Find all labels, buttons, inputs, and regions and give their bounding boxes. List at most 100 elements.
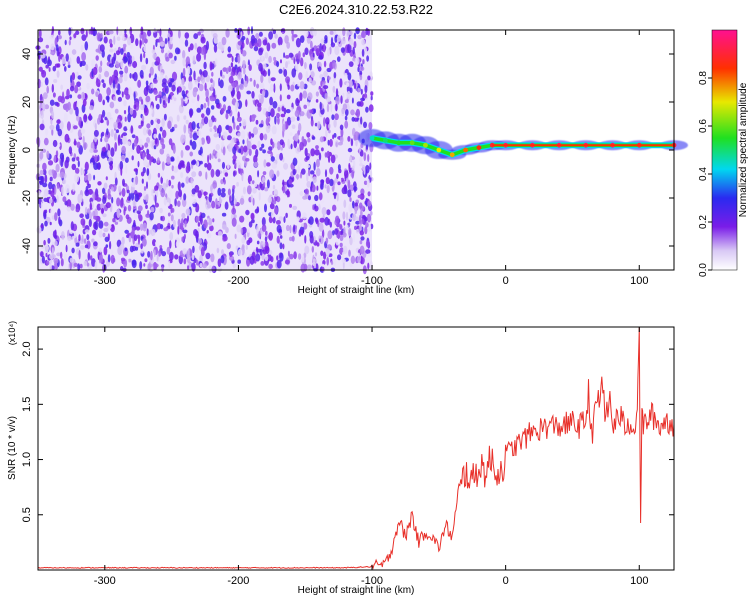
noise-speck	[217, 187, 222, 196]
noise-speck	[236, 116, 242, 123]
noise-speck	[323, 43, 326, 53]
noise-speck	[295, 174, 300, 179]
noise-speck	[196, 259, 199, 266]
noise-speck	[52, 65, 57, 72]
noise-speck	[43, 137, 49, 146]
noise-speck	[79, 62, 83, 67]
noise-speck	[106, 96, 110, 103]
noise-speck	[111, 186, 114, 192]
noise-speck	[160, 48, 165, 54]
noise-speck	[326, 185, 330, 194]
noise-speck	[105, 244, 109, 248]
noise-speck	[299, 156, 305, 161]
noise-speck	[355, 138, 358, 147]
noise-speck	[330, 260, 334, 265]
noise-speck	[181, 236, 184, 242]
noise-speck	[183, 193, 187, 201]
noise-speck	[195, 248, 198, 254]
noise-speck	[309, 63, 313, 71]
x-tick-label: -100	[361, 275, 383, 287]
noise-speck	[241, 226, 247, 234]
noise-speck	[279, 139, 284, 146]
noise-speck	[168, 189, 173, 199]
noise-speck	[92, 229, 97, 236]
noise-speck	[316, 242, 320, 247]
noise-speck	[299, 191, 304, 197]
noise-speck	[156, 251, 159, 262]
noise-speck	[118, 30, 123, 37]
noise-speck	[293, 251, 297, 260]
noise-speck	[108, 76, 113, 86]
colorbar-tick-label: 0.6	[698, 119, 709, 133]
noise-speck	[215, 198, 218, 206]
noise-speck	[220, 191, 226, 198]
signal-ridge	[358, 129, 688, 160]
noise-speck	[209, 225, 214, 232]
noise-speck	[45, 245, 50, 251]
noise-speck	[221, 161, 226, 170]
noise-speck	[229, 195, 232, 204]
noise-speck	[117, 83, 121, 92]
noise-speck	[282, 185, 286, 194]
noise-speck	[227, 163, 230, 170]
noise-speck	[168, 260, 171, 269]
noise-speck	[340, 177, 344, 182]
noise-speck	[353, 32, 357, 40]
noise-speck	[51, 128, 54, 136]
noise-speck	[276, 112, 280, 119]
noise-speck	[357, 87, 361, 93]
noise-speck	[262, 149, 266, 154]
noise-speck	[102, 232, 106, 238]
noise-speck	[197, 94, 200, 102]
noise-speck	[93, 174, 96, 181]
noise-speck	[119, 70, 124, 75]
noise-speck	[146, 228, 149, 236]
noise-speck	[278, 68, 283, 74]
noise-speck	[319, 43, 322, 53]
noise-speck	[124, 65, 129, 74]
noise-speck	[189, 132, 193, 139]
noise-speck	[123, 56, 129, 63]
noise-speck	[57, 128, 63, 137]
noise-speck	[130, 125, 134, 134]
noise-speck	[215, 169, 221, 177]
noise-speck	[155, 103, 160, 110]
noise-speck	[39, 169, 44, 176]
noise-speck	[160, 176, 163, 184]
noise-speck	[78, 234, 81, 242]
noise-speck	[191, 121, 196, 131]
noise-speck	[265, 162, 271, 167]
noise-speck	[150, 83, 154, 89]
noise-speck	[109, 163, 113, 171]
noise-speck	[306, 181, 312, 188]
noise-speck	[159, 245, 163, 249]
noise-speck	[255, 33, 260, 40]
noise-speck	[41, 102, 46, 112]
noise-speck	[161, 161, 165, 171]
noise-speck	[345, 224, 349, 231]
noise-speck	[291, 68, 297, 78]
noise-speck	[198, 170, 202, 177]
noise-speck	[85, 185, 89, 193]
noise-speck	[125, 141, 131, 146]
noise-speck	[275, 220, 281, 225]
noise-speck	[133, 168, 138, 172]
noise-speck	[257, 140, 261, 148]
noise-speck	[40, 201, 43, 210]
noise-speck	[279, 242, 283, 250]
noise-speck	[53, 79, 58, 83]
noise-speck	[185, 119, 189, 125]
noise-speck	[89, 202, 93, 211]
noise-speck	[114, 177, 118, 186]
noise-speck	[171, 175, 175, 180]
noise-speck	[147, 29, 152, 37]
snr-y-tick-label: 0.5	[21, 507, 33, 522]
noise-speck	[48, 67, 51, 72]
noise-speck	[181, 97, 184, 108]
noise-speck	[290, 116, 296, 122]
noise-speck	[80, 44, 84, 53]
noise-speck	[287, 84, 290, 90]
ridge-point	[463, 147, 468, 153]
noise-speck	[285, 61, 288, 69]
noise-speck	[277, 36, 283, 46]
